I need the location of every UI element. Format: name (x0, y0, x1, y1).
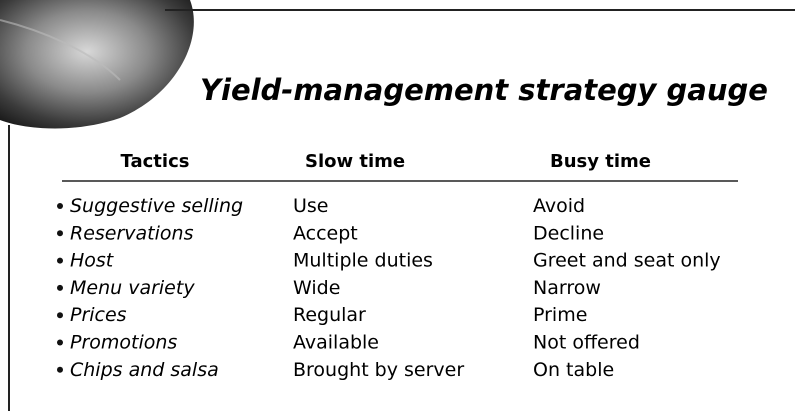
tactic-cell: Host (70, 250, 115, 272)
table: Tactics Slow time Busy time Suggestive s… (57, 151, 738, 381)
bullet (57, 203, 63, 209)
cell: Use (293, 195, 329, 217)
cell: Wide (293, 277, 340, 299)
decorative-highlight (0, 19, 121, 81)
tactic-cell: Suggestive selling (70, 195, 243, 217)
cell: Regular (293, 304, 366, 326)
cell: Greet and seat only (533, 250, 721, 272)
bullet (57, 339, 63, 346)
bullet (57, 284, 63, 291)
tactic-cell: Reservations (70, 222, 194, 244)
bullet (57, 312, 63, 319)
cell: Avoid (533, 195, 585, 217)
column-header: Tactics (121, 151, 190, 172)
bullet (57, 257, 63, 264)
cell: Brought by server (293, 359, 464, 381)
tactic-cell: Prices (70, 304, 127, 326)
cell: Decline (533, 222, 604, 244)
column-header: Slow time (305, 151, 405, 172)
bullet (57, 366, 63, 373)
tactic-cell: Promotions (70, 332, 177, 354)
cell: Available (293, 332, 379, 354)
cell: Prime (533, 304, 587, 326)
bullet (57, 230, 63, 237)
cell: On table (533, 359, 614, 381)
cell: Narrow (533, 277, 601, 299)
tactic-cell: Chips and salsa (70, 359, 219, 381)
column-header: Busy time (550, 151, 651, 172)
cell: Multiple duties (293, 250, 433, 272)
cell: Not offered (533, 332, 640, 354)
tactic-cell: Menu variety (70, 277, 195, 299)
cell: Accept (293, 222, 358, 244)
title: Yield-management strategy gauge (200, 73, 768, 107)
decorative-image (0, 0, 194, 129)
